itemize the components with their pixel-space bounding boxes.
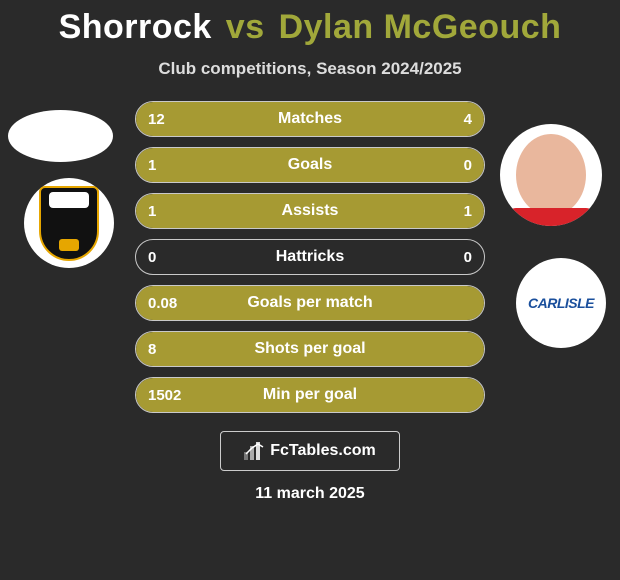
stat-row: 0.08Goals per match <box>135 285 485 321</box>
subtitle: Club competitions, Season 2024/2025 <box>0 59 620 79</box>
stat-row: 8Shots per goal <box>135 331 485 367</box>
stat-label: Assists <box>226 202 394 220</box>
stat-value-left: 12 <box>136 111 226 128</box>
stat-row: 12Matches4 <box>135 101 485 137</box>
player1-avatar <box>8 110 113 162</box>
stat-value-right: 0 <box>394 157 484 174</box>
date-label: 11 march 2025 <box>0 485 620 503</box>
player1-club-badge <box>24 178 114 268</box>
brand-text: FcTables.com <box>270 442 376 460</box>
stat-label: Shots per goal <box>226 340 394 358</box>
stat-row: 1Assists1 <box>135 193 485 229</box>
stat-value-left: 0.08 <box>136 295 226 312</box>
port-vale-icon <box>39 186 99 261</box>
stat-label: Goals <box>226 156 394 174</box>
stat-value-right: 4 <box>394 111 484 128</box>
player1-name: Shorrock <box>59 8 212 46</box>
stat-value-left: 1502 <box>136 387 226 404</box>
player2-name: Dylan McGeouch <box>279 8 562 46</box>
chart-icon <box>244 442 264 460</box>
stat-value-left: 0 <box>136 249 226 266</box>
stat-value-right: 0 <box>394 249 484 266</box>
stats-bars: 12Matches41Goals01Assists10Hattricks00.0… <box>135 101 485 413</box>
page-title: Shorrock vs Dylan McGeouch <box>0 0 620 47</box>
player2-club-badge: CARLISLE <box>516 258 606 348</box>
stat-value-left: 1 <box>136 203 226 220</box>
carlisle-logo-text: CARLISLE <box>528 295 594 311</box>
brand-box[interactable]: FcTables.com <box>220 431 400 471</box>
stat-value-right: 1 <box>394 203 484 220</box>
stat-label: Min per goal <box>226 386 394 404</box>
vs-label: vs <box>226 8 265 46</box>
stat-label: Hattricks <box>226 248 394 266</box>
stat-value-left: 1 <box>136 157 226 174</box>
stat-label: Matches <box>226 110 394 128</box>
stat-value-left: 8 <box>136 341 226 358</box>
stat-row: 1Goals0 <box>135 147 485 183</box>
stat-row: 0Hattricks0 <box>135 239 485 275</box>
player2-avatar <box>500 124 602 226</box>
stat-label: Goals per match <box>226 294 394 312</box>
stat-row: 1502Min per goal <box>135 377 485 413</box>
